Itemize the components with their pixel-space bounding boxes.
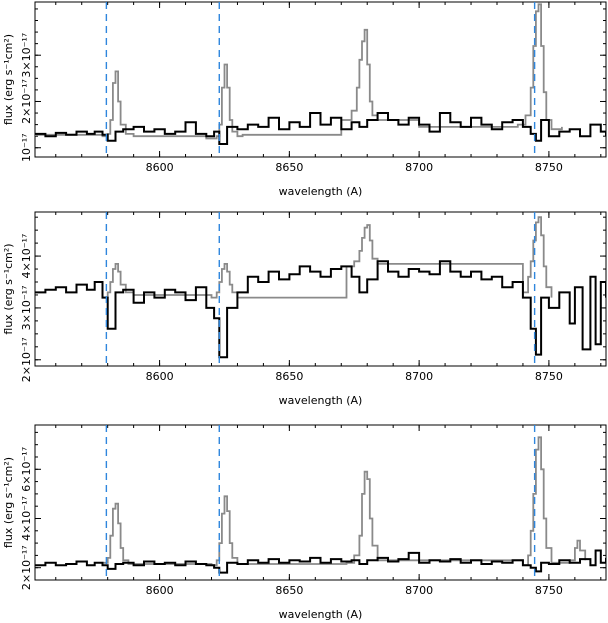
plot-frame [34,1,607,158]
x-axis-title: wavelength (A) [279,185,363,198]
chart-panel-1: 8600 8650 8700 8750 10⁻¹⁷ 2×10⁻¹⁷3×10⁻¹⁷ wavel… [2,1,607,198]
y-axis-title: flux (erg s⁻¹cm²) [2,457,15,548]
x-tick-label: 8650 [275,370,303,383]
series-line-black [35,112,606,145]
series-line-black [35,549,606,574]
x-axis-title: wavelength (A) [279,608,363,621]
series-line-gray [102,436,587,567]
y-tick-label: 2×10⁻¹⁷ [20,79,33,124]
x-tick-label: 8700 [405,370,433,383]
x-tick-label: 8650 [275,584,303,597]
plot-area [35,2,606,157]
x-tick-label: 8700 [405,161,433,174]
y-tick-label: 4×10⁻¹⁷ [20,234,33,279]
plot-area [35,212,606,366]
plot-area [35,425,606,580]
chart-panel-2: 8600 8650 8700 8750 2×10⁻¹⁷ 3×10⁻¹⁷ 4×10⁻¹⁷ wav… [2,211,607,407]
plot-frame [34,211,607,367]
y-tick-label: 4×10⁻¹⁷ [20,496,33,541]
y-axis-title: flux (erg s⁻¹cm²) [2,34,15,125]
chart-panel-3: 8600 8650 8700 8750 2×10⁻¹⁷ 4×10⁻¹⁷ 6×10⁻¹⁷ wav… [2,424,607,621]
y-tick-label: 6×10⁻¹⁷ [20,447,33,492]
x-tick-label: 8600 [146,584,174,597]
series-line-gray [102,216,553,299]
y-tick-label: 3×10⁻¹⁷ [20,33,33,78]
y-tick-label: 2×10⁻¹⁷ [20,337,33,382]
x-tick-label: 8750 [535,370,563,383]
x-tick-label: 8650 [275,161,303,174]
y-axis-title: flux (erg s⁻¹cm²) [2,243,15,334]
y-tick-label: 3×10⁻¹⁷ [20,286,33,331]
x-tick-label: 8600 [146,161,174,174]
series-line-black [35,260,606,359]
y-tick-label: 2×10⁻¹⁷ [20,545,33,590]
x-tick-label: 8600 [146,370,174,383]
x-tick-label: 8750 [535,161,563,174]
y-tick-label: 10⁻¹⁷ [20,133,33,162]
series-line-gray [35,3,563,140]
x-tick-label: 8750 [535,584,563,597]
x-axis-title: wavelength (A) [279,394,363,407]
plot-frame [34,424,607,581]
x-tick-label: 8700 [405,584,433,597]
